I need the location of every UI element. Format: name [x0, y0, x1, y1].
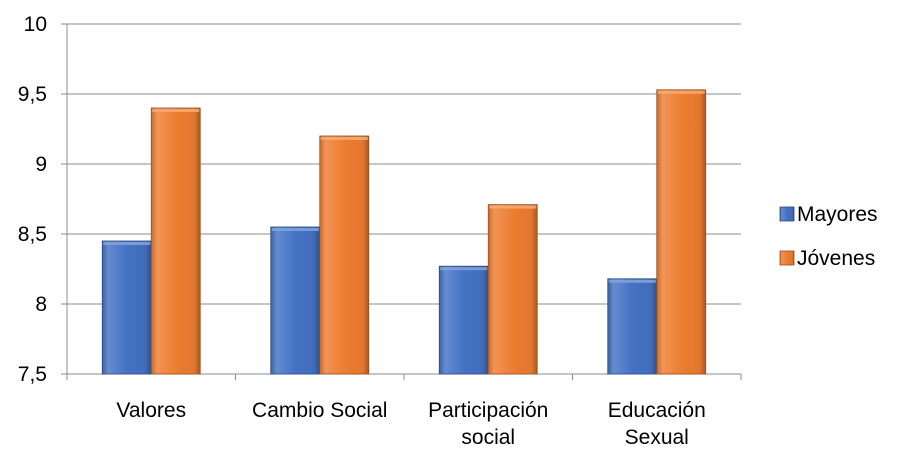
- bar-j-venes: [319, 135, 370, 375]
- legend-label: Mayores: [797, 203, 878, 226]
- bar-mayores: [101, 240, 152, 375]
- legend-item-j-venes: Jóvenes: [779, 247, 875, 270]
- legend-item-mayores: Mayores: [779, 203, 878, 226]
- y-tick-label: 10: [24, 13, 47, 36]
- x-category-label: Participación social: [428, 399, 548, 449]
- y-tick-label: 8,5: [18, 223, 47, 246]
- legend: Mayores Jóvenes: [779, 203, 878, 270]
- y-tick-label: 7,5: [18, 363, 47, 386]
- legend-swatch: [779, 250, 795, 266]
- x-category-label: Educación Sexual: [608, 399, 706, 449]
- x-category-label: Cambio Social: [252, 399, 387, 422]
- bar-mayores: [270, 226, 321, 375]
- bar-j-venes: [150, 107, 201, 375]
- y-tick-labels: 7,5 8 8,5 9 9,5 10: [18, 13, 47, 386]
- bar-mayores: [438, 265, 489, 375]
- legend-label: Jóvenes: [797, 247, 875, 270]
- legend-swatch: [779, 206, 795, 222]
- bar-j-venes: [487, 204, 538, 375]
- x-category-label: Valores: [116, 399, 186, 422]
- x-category-labels: Valores Cambio Social Participación social E…: [116, 399, 705, 449]
- y-tick-label: 8: [35, 293, 47, 316]
- bar-mayores: [607, 278, 658, 375]
- bar-j-venes: [656, 89, 707, 375]
- y-tick-label: 9: [35, 153, 47, 176]
- y-tick-label: 9,5: [18, 83, 47, 106]
- bars: [101, 89, 707, 375]
